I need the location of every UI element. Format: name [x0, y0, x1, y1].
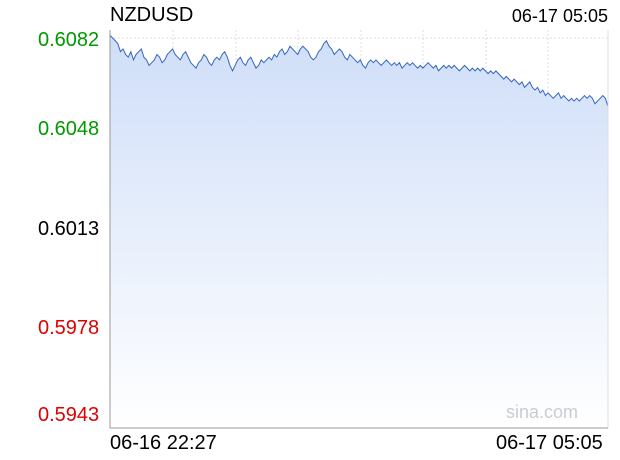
y-tick-label: 0.5978 — [38, 317, 100, 339]
y-tick-label: 0.6082 — [38, 29, 100, 51]
timestamp: 06-17 05:05 — [511, 6, 608, 26]
watermark: sina.com — [506, 402, 579, 422]
x-tick-label-start: 06-16 22:27 — [110, 432, 217, 454]
price-line — [109, 34, 609, 107]
price-area — [110, 35, 608, 428]
y-tick-label: 0.6048 — [38, 118, 100, 140]
y-tick-label: 0.6013 — [38, 218, 100, 240]
x-tick-label-end: 06-17 05:05 — [496, 432, 603, 454]
y-tick-label: 0.5943 — [38, 404, 100, 426]
chart-title: NZDUSD — [110, 4, 194, 26]
